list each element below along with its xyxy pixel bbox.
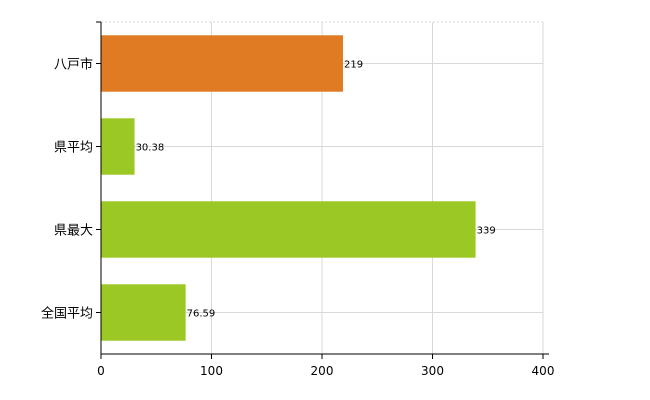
bar-2 xyxy=(101,118,135,175)
x-tick-label: 100 xyxy=(200,364,223,378)
category-label: 県平均 xyxy=(54,141,93,156)
bar-1 xyxy=(101,35,343,92)
category-label: 全国平均 xyxy=(41,306,93,322)
bars-group xyxy=(101,35,476,341)
x-tick-label: 0 xyxy=(97,364,105,378)
x-tick-label: 300 xyxy=(421,364,444,378)
data-label: 339 xyxy=(477,226,496,237)
bar-3 xyxy=(101,201,476,258)
category-label: 県最大 xyxy=(54,224,93,239)
axes-group xyxy=(96,21,549,359)
bar-4 xyxy=(101,284,186,341)
category-label: 八戸市 xyxy=(54,57,93,73)
labels-group: 219 30.38 339 76.59 0 100 200 300 400 八戸市県平均県最大全国… xyxy=(41,57,554,379)
x-tick-label: 200 xyxy=(311,364,334,378)
x-tick-label: 400 xyxy=(532,364,555,378)
data-label: 219 xyxy=(344,60,363,71)
data-label: 30.38 xyxy=(136,143,165,154)
data-label: 76.59 xyxy=(187,309,216,320)
